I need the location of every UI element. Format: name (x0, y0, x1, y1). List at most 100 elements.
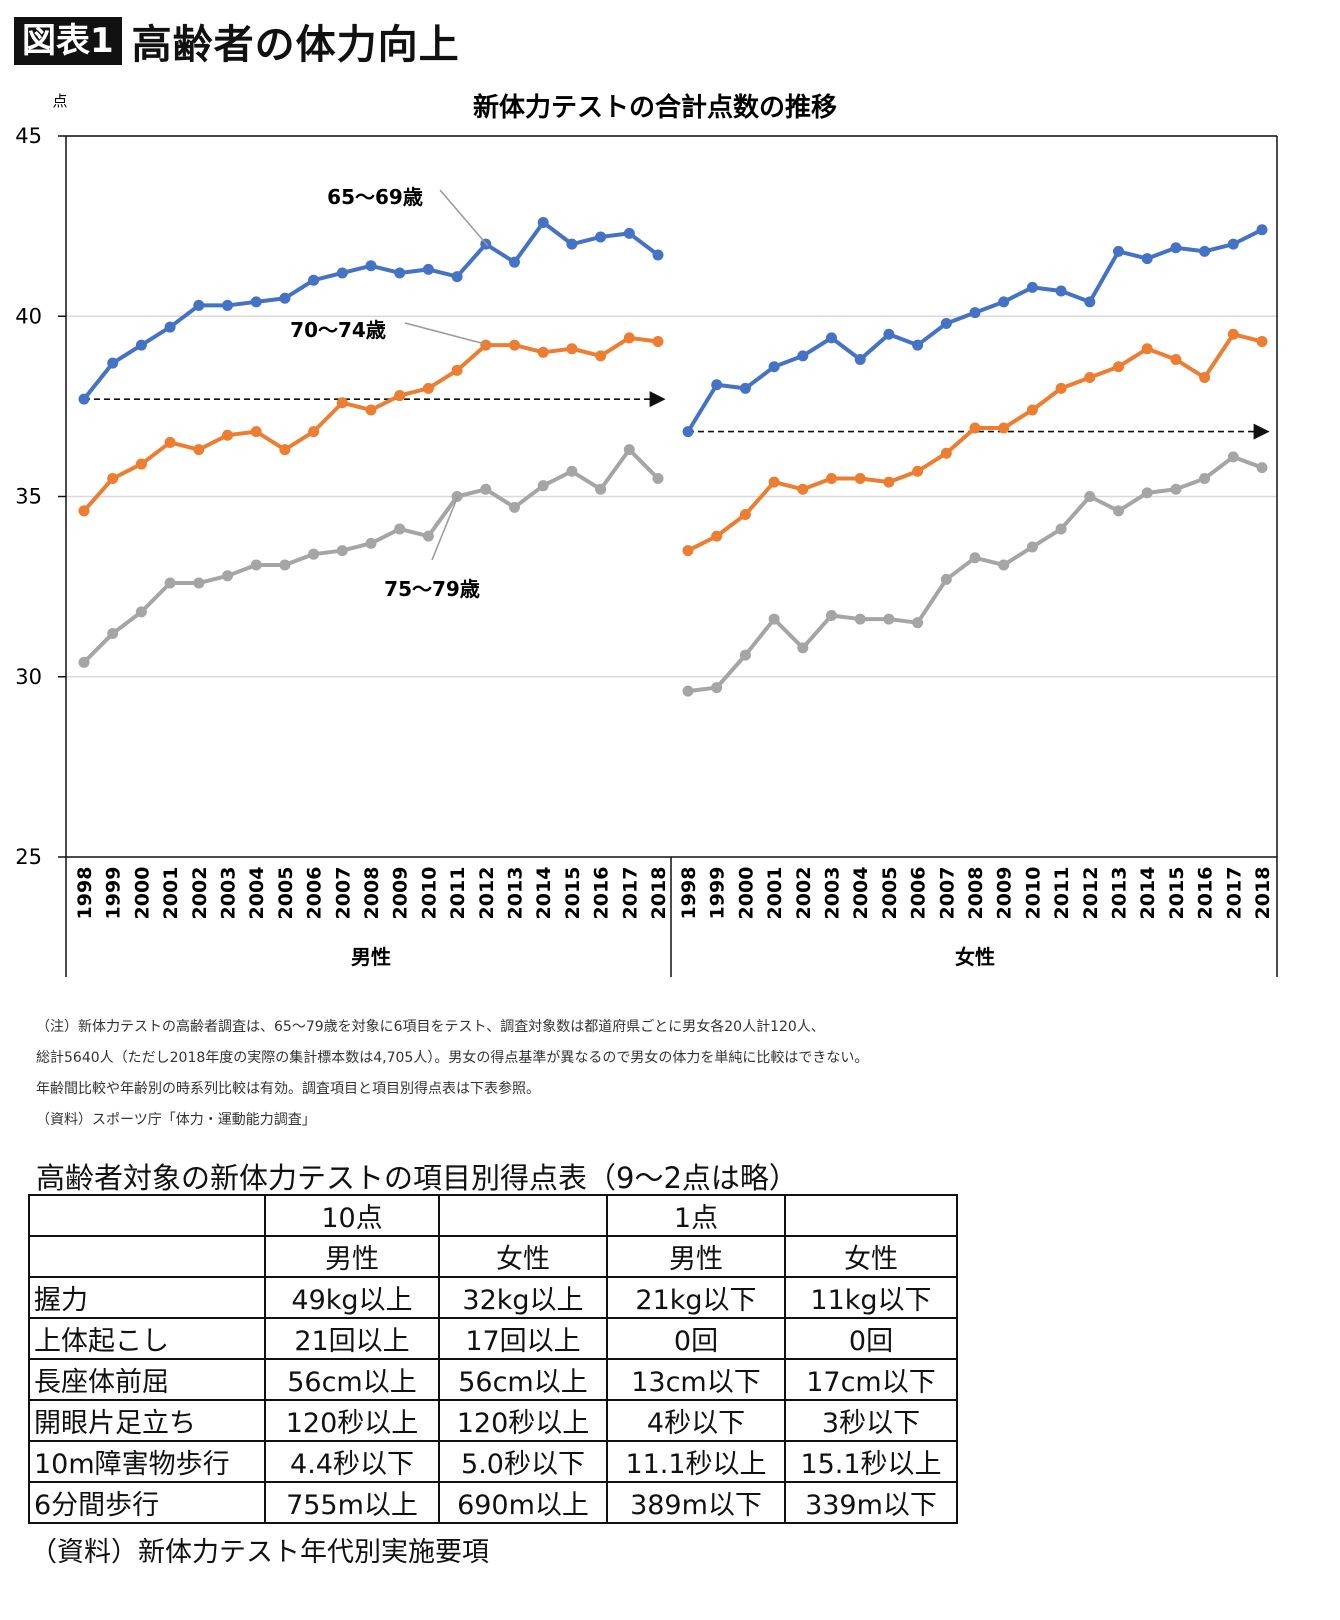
data-point (422, 263, 434, 275)
data-point (595, 350, 607, 362)
annotation-leader (439, 189, 489, 247)
x-tick-label: 2006 (908, 867, 930, 920)
data-point (711, 530, 723, 542)
data-point (682, 426, 694, 438)
x-tick-label: 2013 (1109, 867, 1131, 920)
data-point (451, 364, 463, 376)
data-point (336, 267, 348, 279)
x-tick-label: 2008 (361, 867, 383, 920)
series-annotation: 75〜79歳 (384, 577, 480, 601)
table-row: 上体起こし 21回以上 17回以上 0回 0回 (28, 1317, 958, 1360)
x-tick-label: 2004 (850, 867, 872, 920)
table-cell: 21kg以下 (606, 1276, 786, 1319)
data-point (193, 299, 205, 311)
table-row: 10m障害物歩行 4.4秒以下 5.0秒以下 11.1秒以上 15.1秒以上 (28, 1440, 958, 1483)
table-cell: 4.4秒以下 (264, 1440, 440, 1483)
x-tick-label: 2005 (879, 867, 901, 920)
table-cell: 3秒以下 (784, 1399, 958, 1442)
table-cell: 17回以上 (438, 1317, 608, 1360)
data-point (222, 570, 233, 582)
x-tick-label: 2018 (648, 867, 670, 920)
data-point (135, 339, 147, 351)
x-tick-label: 2008 (965, 867, 987, 920)
data-point (1141, 253, 1153, 265)
data-point (1199, 245, 1211, 257)
table-cell (784, 1194, 958, 1237)
note-line: 総計5640人（ただし2018年度の実際の集計標本数は4,705人）。男女の得点… (36, 1050, 869, 1066)
data-point (1055, 523, 1067, 535)
line-chart: 新体力テストの合計点数の推移 点 25 30 35 40 45 1998 1999 2000 200… (15, 92, 1278, 977)
data-point (394, 267, 406, 279)
table-cell: 32kg以上 (438, 1276, 608, 1319)
data-point (883, 476, 895, 488)
x-tick-label: 2015 (1166, 867, 1188, 920)
series-line (82, 335, 659, 513)
row-header: 長座体前屈 (28, 1358, 266, 1401)
data-point (135, 606, 147, 618)
score-table: 10点 1点 男性 女性 男性 女性 握力 49kg以上 32kg以上 21kg以下 11kg以下上… (28, 1194, 958, 1524)
row-header: 上体起こし (28, 1317, 266, 1360)
annotation-leader (404, 322, 486, 345)
series-annotation: 65〜69歳 (327, 185, 423, 209)
data-point (308, 426, 320, 438)
series-annotation: 70〜74歳 (290, 318, 386, 342)
data-point (1026, 541, 1038, 553)
x-tick-label: 2018 (1252, 867, 1274, 920)
data-point (1227, 451, 1239, 463)
table-cell: 10点 (264, 1194, 440, 1237)
data-point (164, 577, 176, 589)
data-point (595, 231, 607, 243)
data-point (912, 339, 924, 351)
data-point (826, 609, 837, 621)
data-point (1141, 343, 1153, 355)
x-tick-label: 2010 (1022, 867, 1044, 920)
data-point (595, 483, 607, 495)
table-row: 6分間歩行 755m以上 690m以上 389m以下 339m以下 (28, 1481, 958, 1524)
data-point (969, 422, 981, 434)
x-tick-label: 2007 (936, 867, 958, 920)
data-point (279, 444, 291, 456)
data-point (509, 501, 520, 513)
y-tick-label: 45 (15, 124, 42, 148)
data-point (250, 296, 262, 308)
x-tick-label: 2017 (1223, 867, 1245, 920)
table-cell: 120秒以上 (264, 1399, 440, 1442)
data-point (826, 472, 837, 484)
data-point (1170, 242, 1182, 254)
row-header (28, 1194, 266, 1237)
table-cell (438, 1194, 608, 1237)
x-tick-label: 1998 (74, 867, 96, 920)
data-point (566, 465, 578, 477)
data-point (308, 274, 320, 286)
table-row: 握力 49kg以上 32kg以上 21kg以下 11kg以下 (28, 1276, 958, 1319)
x-tick-label: 2010 (418, 867, 440, 920)
table-source: （資料）新体力テスト年代別実施要項 (30, 1537, 489, 1568)
data-point (1170, 354, 1182, 366)
data-point (739, 649, 751, 661)
data-point (164, 436, 176, 448)
data-point (739, 382, 751, 394)
x-tick-label: 2011 (447, 867, 469, 920)
table-cell: 5.0秒以下 (438, 1440, 608, 1483)
data-point (623, 332, 635, 344)
data-point (1084, 296, 1096, 308)
x-tick-label: 2002 (189, 867, 211, 920)
data-point (537, 480, 549, 492)
data-point (365, 404, 377, 416)
row-header: 開眼片足立ち (28, 1399, 266, 1442)
x-tick-label: 2012 (476, 867, 498, 920)
figure-badge: 図表1 (14, 17, 122, 65)
data-point (711, 379, 723, 391)
data-point (193, 444, 205, 456)
table-cell: 690m以上 (438, 1481, 608, 1524)
table-cell: 13cm以下 (606, 1358, 786, 1401)
x-tick-label: 2009 (390, 867, 412, 920)
table-cell: 389m以下 (606, 1481, 786, 1524)
table-cell: 男性 (264, 1235, 440, 1278)
header: 図表1 高齢者の体力向上 (14, 12, 460, 70)
x-tick-label: 2014 (1137, 867, 1159, 920)
x-tick-label: 2016 (591, 867, 613, 920)
data-point (623, 227, 635, 239)
x-tick-label: 2016 (1195, 867, 1217, 920)
data-point (365, 260, 377, 272)
